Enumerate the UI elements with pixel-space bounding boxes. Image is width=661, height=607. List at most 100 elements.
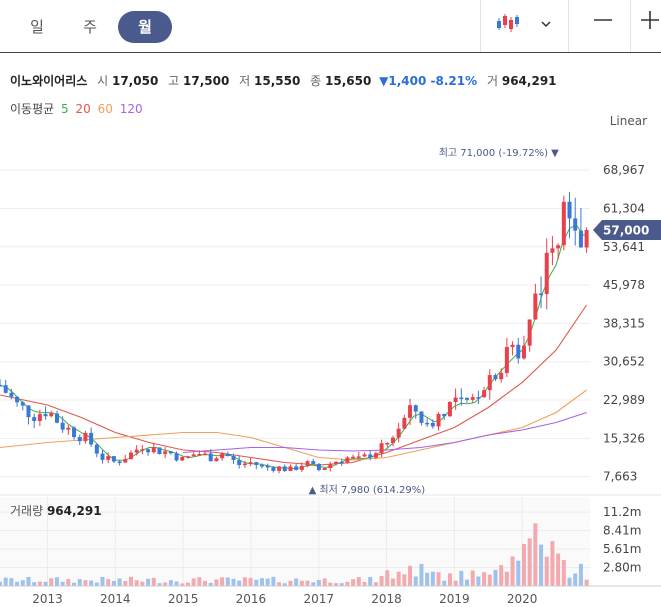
volume-bar (134, 580, 139, 586)
volume-bar (322, 578, 327, 586)
volume-bar (465, 579, 470, 586)
volume-bar (163, 582, 168, 586)
candle-body (214, 458, 219, 462)
candle-body (578, 230, 583, 248)
volume-bar (487, 574, 492, 586)
candle-body (328, 463, 333, 469)
volume-bar (493, 569, 498, 586)
volume-bar (32, 582, 37, 586)
candle-body (15, 396, 20, 403)
y-tick-label: 15,326 (603, 431, 645, 445)
candle-body (504, 347, 509, 373)
chart-type-button[interactable] (492, 10, 526, 40)
candle-body (231, 455, 236, 461)
volume-bar (151, 577, 156, 586)
tab-weekly[interactable]: 주 (83, 18, 97, 36)
volume-bar (305, 580, 310, 586)
candle-body (185, 456, 190, 458)
volume-bar (100, 576, 105, 586)
volume-bar (379, 575, 384, 586)
volume-tick-label: 8.41m (603, 524, 641, 538)
zoom-out-button[interactable] (588, 10, 618, 40)
minus-icon (594, 19, 612, 21)
volume-bar (146, 578, 151, 586)
volume-bar (174, 581, 179, 586)
chart-type-dropdown[interactable] (536, 10, 556, 40)
ma-20[interactable]: 20 (75, 102, 91, 116)
candle-body (54, 413, 59, 423)
chevron-down-icon (541, 21, 551, 28)
volume-bar (482, 572, 487, 586)
volume-bar (54, 577, 59, 586)
candle-body (83, 432, 88, 442)
high-value: 17,500 (183, 74, 230, 88)
candle-body (294, 466, 299, 470)
candle-body (465, 397, 470, 400)
candle-body (419, 411, 424, 423)
candle-body (72, 427, 77, 438)
candle-body (100, 453, 105, 460)
x-tick-label: 2016 (236, 592, 267, 606)
volume-bar (15, 581, 20, 586)
x-tick-label: 2017 (303, 592, 334, 606)
volume-bar (9, 578, 14, 586)
candle-body (89, 432, 94, 445)
candle-body (43, 414, 48, 417)
scale-mode-toggle[interactable]: Linear (609, 114, 647, 128)
zoom-in-button[interactable] (638, 10, 661, 40)
candle-body (237, 460, 242, 465)
candle-body (134, 449, 139, 453)
volume-label: 거 (486, 74, 499, 88)
volume-bar (499, 565, 504, 586)
ma-60[interactable]: 60 (97, 102, 113, 116)
current-price-tag (593, 220, 661, 240)
volume-bar (413, 576, 418, 586)
candle-body (311, 461, 316, 464)
ma-120[interactable]: 120 (119, 102, 143, 116)
volume-bar (168, 580, 173, 586)
candle-body (493, 375, 498, 380)
candle-body (362, 454, 367, 457)
volume-bar (203, 580, 208, 586)
candle-body (556, 245, 561, 249)
volume-bar (459, 570, 464, 586)
candle-body (20, 402, 25, 406)
volume-bar (573, 573, 578, 586)
candle-body (356, 456, 361, 458)
candle-body (106, 456, 111, 460)
candle-body (111, 456, 116, 462)
y-tick-label: 30,652 (603, 355, 645, 369)
volume-bar (128, 576, 133, 586)
low-label: 저 (239, 74, 251, 88)
candle-body (390, 437, 395, 443)
candle-body (225, 453, 230, 456)
volume-tick-label: 11.2m (603, 505, 641, 519)
tab-monthly[interactable]: 월 (118, 11, 172, 43)
volume-bar (402, 574, 407, 586)
open-value: 17,050 (111, 74, 159, 88)
volume-bar (294, 578, 299, 586)
volume-bar (567, 577, 572, 586)
toolbar-divider (568, 0, 569, 52)
volume-bar (265, 578, 270, 586)
candle-body (299, 465, 304, 470)
candle-body (157, 447, 162, 455)
candle-body (447, 401, 452, 417)
candle-body (368, 454, 373, 458)
candle-body (174, 453, 179, 461)
candle-body (203, 453, 208, 456)
ma-5[interactable]: 5 (61, 102, 69, 116)
close-value: 15,650 (325, 74, 372, 88)
candle-body (402, 417, 407, 429)
volume-bar (157, 583, 162, 586)
y-tick-label: 53,641 (603, 240, 645, 254)
x-tick-label: 2015 (168, 592, 199, 606)
volume-bar (419, 563, 424, 586)
volume-bar (527, 538, 532, 586)
x-tick-label: 2014 (100, 592, 131, 606)
volume-bar (539, 544, 544, 586)
candle-body (544, 252, 549, 295)
tab-daily[interactable]: 일 (30, 18, 44, 36)
volume-bar (316, 580, 321, 586)
